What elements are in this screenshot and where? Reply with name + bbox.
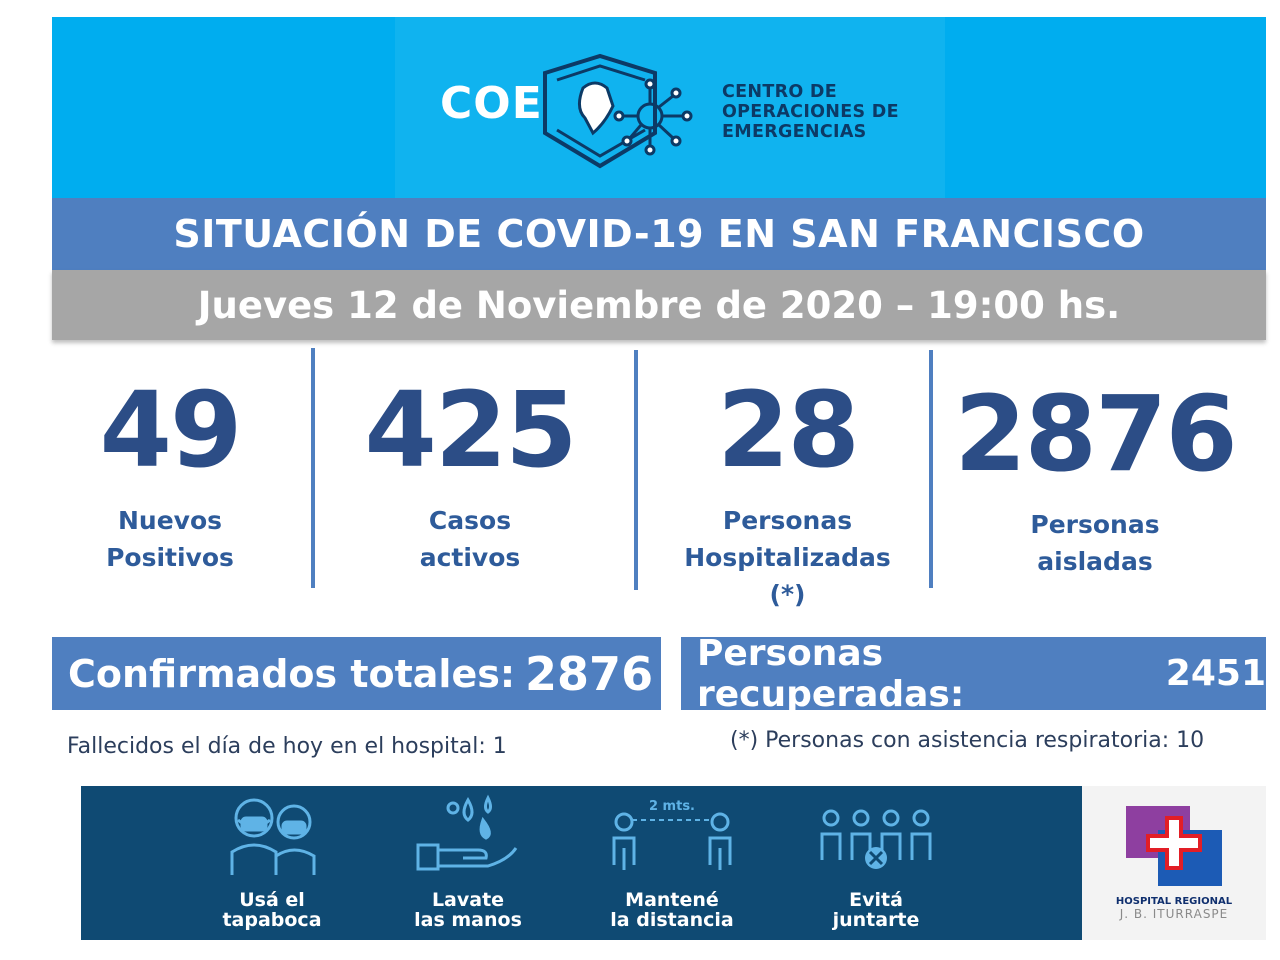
deaths-note: Fallecidos el día de hoy en el hospital:… xyxy=(67,734,507,759)
tip-label: tapaboca xyxy=(222,909,322,931)
coe-subtitle-line: OPERACIONES DE xyxy=(722,102,899,122)
tip-label: Evitá xyxy=(849,889,903,911)
mask-people-icon xyxy=(230,798,316,875)
page-title: SITUACIÓN DE COVID-19 EN SAN FRANCISCO xyxy=(173,212,1145,256)
confirmed-value: 2876 xyxy=(525,646,654,701)
tip-mask: Usá el tapaboca xyxy=(192,790,352,930)
stat-hospitalized: 28 Personas Hospitalizadas (*) xyxy=(660,350,915,613)
stat-label: Nuevos xyxy=(117,506,223,535)
stat-value: 28 xyxy=(717,369,860,491)
recovered-label: Personas recuperadas: xyxy=(697,632,965,715)
stat-label: Personas xyxy=(722,506,853,535)
confirmed-total-box: Confirmados totales: 2876 xyxy=(52,637,661,710)
title-bar: SITUACIÓN DE COVID-19 EN SAN FRANCISCO xyxy=(52,198,1266,270)
stat-label: Casos xyxy=(428,506,512,535)
tip-distance: 2 mts. Mantené la distancia xyxy=(592,790,752,930)
coe-logo-word: COE xyxy=(440,78,543,129)
stat-divider xyxy=(634,350,638,590)
stat-label: Hospitalizadas xyxy=(684,543,891,572)
stat-isolated: 2876 Personas aisladas xyxy=(945,350,1245,580)
coe-subtitle-line: EMERGENCIAS xyxy=(722,122,867,142)
tip-label: juntarte xyxy=(832,909,920,931)
stat-label: (*) xyxy=(769,580,806,609)
prevention-banner xyxy=(81,786,1082,940)
date-bar: Jueves 12 de Noviembre de 2020 – 19:00 h… xyxy=(52,270,1266,340)
stat-label: Positivos xyxy=(106,543,234,572)
stat-divider xyxy=(311,348,315,588)
tip-label: Usá el xyxy=(239,889,305,911)
tip-no-group: Evitá juntarte xyxy=(796,790,956,930)
tip-label: Mantené xyxy=(625,889,719,911)
coe-emblem-icon xyxy=(543,53,693,169)
distance-icon: 2 mts. xyxy=(612,799,732,870)
coe-subtitle-line: CENTRO DE xyxy=(722,82,838,102)
stat-value: 49 xyxy=(99,369,243,491)
tip-handwash: Lavate las manos xyxy=(388,790,548,930)
stat-label: aisladas xyxy=(1037,547,1153,576)
tip-label: la distancia xyxy=(610,909,734,931)
report-date: Jueves 12 de Noviembre de 2020 – 19:00 h… xyxy=(197,283,1121,327)
respiratory-note: (*) Personas con asistencia respiratoria… xyxy=(730,728,1205,753)
hospital-name: HOSPITAL REGIONAL J. B. ITURRASPE xyxy=(1082,896,1266,920)
confirmed-label: Confirmados totales: xyxy=(68,651,516,696)
recovered-total-box: Personas recuperadas: 2451 xyxy=(681,633,1266,715)
hospital-name-line: HOSPITAL REGIONAL xyxy=(1115,896,1233,907)
hospital-name-line: J. B. ITURRASPE xyxy=(1119,907,1229,921)
stat-label: activos xyxy=(419,543,521,572)
no-group-icon xyxy=(820,809,932,869)
distance-text: 2 mts. xyxy=(649,799,695,814)
stat-new-positives: 49 Nuevos Positivos xyxy=(60,350,280,576)
stat-divider xyxy=(929,350,933,588)
tip-label: Lavate xyxy=(431,889,505,911)
stat-value: 425 xyxy=(364,369,577,491)
recovered-value: 2451 xyxy=(1165,653,1266,694)
tip-label: las manos xyxy=(414,909,522,931)
stat-active-cases: 425 Casos activos xyxy=(335,350,605,576)
hand-wash-icon xyxy=(416,794,518,871)
coe-subtitle: CENTRO DE OPERACIONES DE EMERGENCIAS xyxy=(722,82,899,142)
hospital-cross-icon xyxy=(1126,806,1222,886)
stat-value: 2876 xyxy=(954,373,1237,495)
stat-label: Personas xyxy=(1030,510,1160,539)
logo-panel xyxy=(395,17,945,198)
